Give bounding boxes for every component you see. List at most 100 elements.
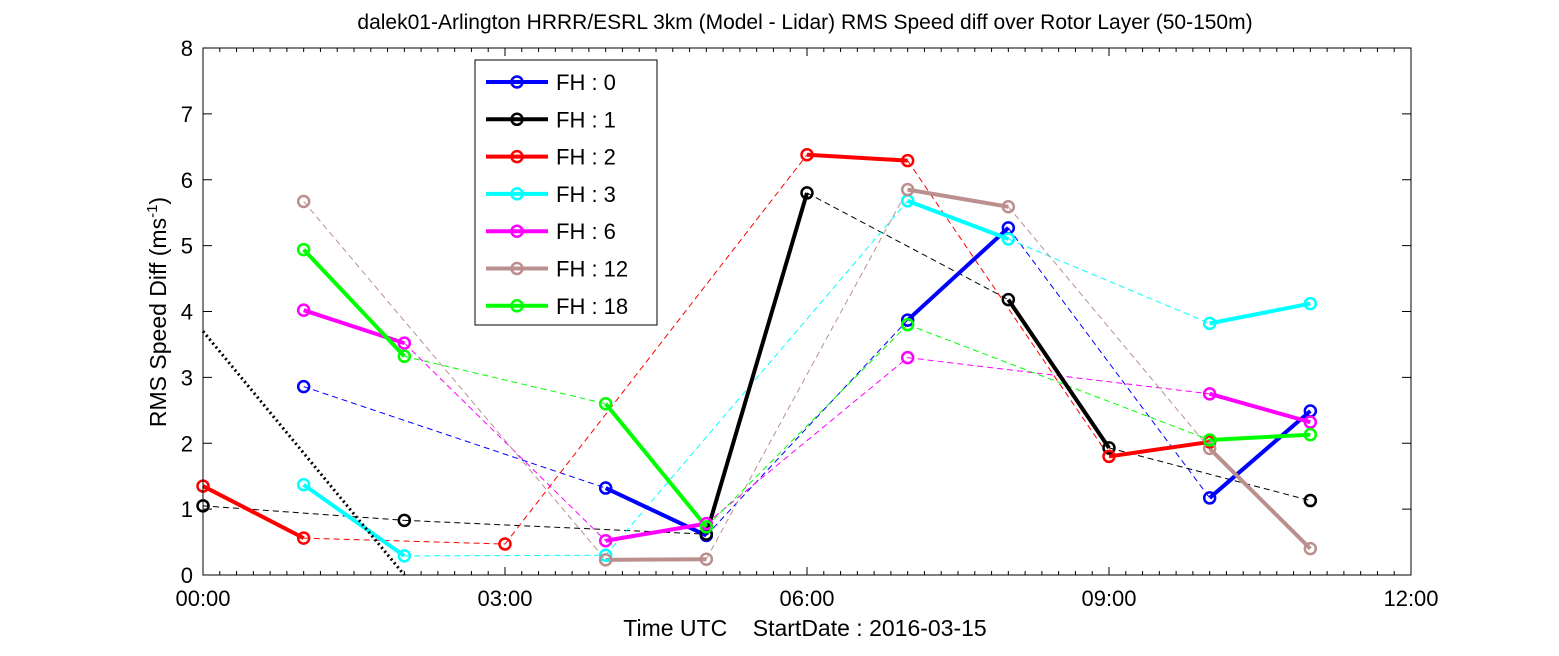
y-tick-labels: 0 1 2 3 4 5 6 7 8 — [181, 36, 193, 588]
x-tick-label: 06:00 — [779, 586, 834, 611]
y-tick-label: 5 — [181, 234, 193, 259]
series-segment — [1208, 409, 1312, 500]
series-connector — [303, 537, 506, 545]
y-tick-label: 7 — [181, 102, 193, 127]
series-segment — [1108, 439, 1210, 459]
plot-area — [203, 48, 1411, 575]
x-tick-label: 12:00 — [1383, 586, 1438, 611]
series-segment — [906, 198, 1010, 241]
data-point — [498, 537, 512, 551]
series-solid-segments — [202, 152, 1312, 562]
data-point — [1202, 441, 1217, 456]
data-point — [900, 313, 915, 327]
data-point — [800, 186, 814, 200]
data-point — [1001, 200, 1016, 214]
data-point — [900, 350, 915, 365]
series-segment — [907, 187, 1009, 209]
data-point — [296, 303, 311, 317]
y-tick-label: 4 — [181, 300, 193, 325]
chart-title: dalek01-Arlington HRRR/ESRL 3km (Model -… — [357, 11, 1252, 34]
data-point — [800, 147, 814, 162]
series-connector — [303, 201, 607, 561]
series-segment — [1209, 301, 1311, 326]
data-point — [1001, 232, 1016, 246]
series-segment — [1209, 432, 1311, 442]
data-point — [598, 553, 613, 567]
series-connector — [907, 324, 1210, 441]
data-point — [296, 242, 311, 257]
y-axis-label-main: RMS Speed Diff (ms — [145, 218, 171, 427]
data-point — [1102, 449, 1116, 464]
y-tick-label: 8 — [181, 36, 193, 61]
data-point — [1202, 316, 1217, 331]
series-segment — [202, 484, 305, 540]
y-axis-label-sup: -1 — [144, 205, 161, 218]
legend-label: FH : 2 — [556, 145, 616, 170]
series-segment — [302, 248, 406, 358]
series-dashed-connectors — [202, 154, 1311, 561]
series-segment — [605, 521, 707, 543]
data-point — [1303, 493, 1318, 508]
series-segment — [806, 152, 908, 163]
legend-label: FH : 0 — [556, 70, 616, 95]
data-point — [296, 379, 311, 394]
data-point — [598, 481, 613, 495]
legend-label: FH : 1 — [556, 107, 616, 132]
series-connector — [404, 554, 606, 557]
series-segment — [906, 226, 1010, 322]
data-point — [296, 531, 311, 545]
x-axis-label: Time UTC StartDate : 2016-03-15 — [623, 615, 986, 641]
series-segment — [1209, 391, 1311, 425]
data-point — [1202, 387, 1217, 401]
y-tick-label: 3 — [181, 365, 193, 390]
data-point — [1202, 433, 1217, 447]
data-point — [598, 396, 613, 411]
plot-frame — [202, 47, 1412, 576]
data-point — [1303, 427, 1318, 442]
data-point — [397, 336, 412, 350]
series-segment — [605, 557, 707, 562]
legend-label: FH : 3 — [556, 182, 616, 207]
data-point — [1102, 441, 1116, 455]
y-tick-label: 1 — [181, 497, 193, 522]
data-point — [598, 533, 613, 548]
x-tick-label: 09:00 — [1081, 586, 1136, 611]
data-point — [296, 194, 311, 209]
data-point — [900, 317, 915, 332]
legend-label: FH : 6 — [556, 219, 616, 244]
series-segment — [1208, 447, 1312, 551]
series-connector — [1007, 227, 1211, 499]
series-connector — [605, 200, 909, 556]
y-tick-label: 0 — [181, 563, 193, 588]
data-point — [699, 552, 714, 566]
legend-marker — [510, 149, 524, 164]
data-point — [296, 478, 311, 492]
series-segment — [604, 402, 708, 529]
series-connector — [202, 505, 405, 521]
y-axis-label-tail: ) — [145, 197, 171, 205]
data-point — [1303, 296, 1318, 311]
legend-marker — [510, 112, 524, 127]
data-point — [900, 153, 915, 168]
series-segment — [1006, 298, 1111, 449]
legend-marker — [510, 187, 524, 201]
series-connector — [1008, 238, 1210, 324]
data-point — [397, 513, 412, 528]
series-connector — [706, 357, 908, 525]
series-markers — [196, 147, 1318, 567]
series-connector — [705, 324, 909, 528]
legend-marker — [510, 224, 524, 238]
x-tick-label: 00:00 — [175, 586, 230, 611]
y-tick-label: 6 — [181, 168, 193, 193]
legend: FH : 0 FH : 1 FH : 2 FH : 3 FH : 6 FH : 12 FH … — [474, 59, 658, 326]
data-point — [598, 548, 613, 562]
data-point — [397, 549, 412, 563]
series-connector — [504, 154, 808, 545]
legend-marker — [510, 299, 524, 313]
data-point — [1303, 415, 1318, 429]
x-tick-label: 03:00 — [477, 586, 532, 611]
series-connector — [705, 319, 909, 536]
series-connector — [303, 386, 606, 489]
series-connector — [1007, 206, 1211, 449]
legend-marker — [510, 75, 524, 89]
